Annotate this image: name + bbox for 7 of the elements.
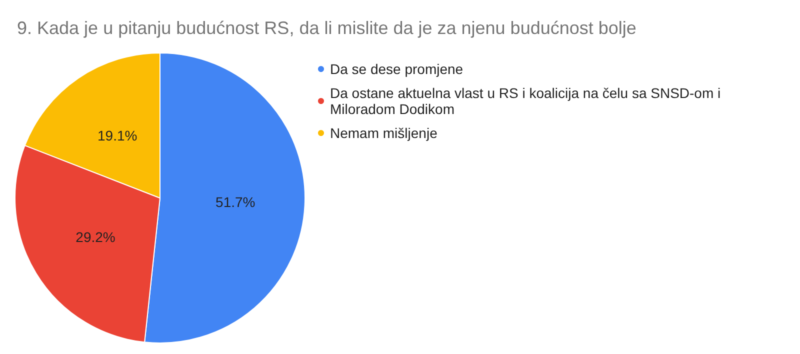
chart-title: 9. Kada je u pitanju budućnost RS, da li mislite da je za njenu budućnost bolje	[17, 18, 636, 38]
legend-label: Da ostane aktuelna vlast u RS i koalicija na čelu sa SNSD-om i Miloradom Dodikom	[330, 85, 725, 117]
legend-label: Da se dese promjene	[330, 61, 464, 77]
data-label: 51.7%	[216, 194, 256, 210]
data-label: 19.1%	[98, 128, 138, 144]
legend-label: Nemam mišljenje	[330, 125, 438, 141]
data-label: 29.2%	[76, 229, 116, 246]
